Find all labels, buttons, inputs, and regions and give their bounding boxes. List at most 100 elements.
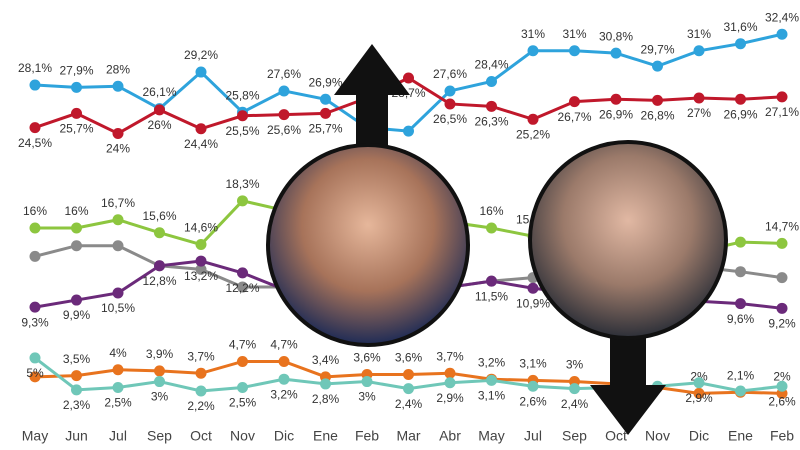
data-label: 29,2%	[184, 48, 218, 62]
data-label: 25,5%	[225, 124, 259, 138]
data-point	[403, 383, 414, 395]
overlay	[266, 44, 728, 435]
data-label: 26,8%	[640, 109, 674, 123]
data-point	[361, 376, 373, 388]
data-label: 3,9%	[146, 347, 174, 361]
data-label: 25,7%	[308, 122, 342, 136]
data-label: 16%	[64, 204, 88, 218]
data-point	[237, 281, 248, 293]
x-tick-label: Nov	[645, 428, 670, 444]
data-label: 5%	[26, 366, 44, 380]
data-label: 4,7%	[229, 338, 257, 352]
data-point	[237, 355, 248, 367]
data-point	[652, 60, 663, 72]
data-point	[154, 376, 165, 388]
data-point	[444, 98, 456, 110]
data-point	[154, 104, 165, 116]
data-label: 9,9%	[63, 308, 91, 322]
data-label: 12,2%	[225, 281, 259, 295]
data-label: 26,5%	[433, 112, 467, 126]
data-label: 27,1%	[765, 105, 799, 119]
data-label: 15,6%	[142, 209, 176, 223]
data-point	[693, 377, 705, 389]
data-point	[154, 365, 165, 377]
data-label: 31,6%	[723, 20, 757, 34]
data-point	[195, 66, 207, 78]
data-label: 3,6%	[395, 351, 423, 365]
data-label: 14,7%	[765, 220, 799, 234]
data-point	[610, 47, 622, 59]
data-label: 28,4%	[474, 58, 508, 72]
data-label: 25,8%	[225, 88, 259, 102]
data-label: 3,7%	[436, 349, 464, 363]
data-point	[776, 28, 788, 40]
photo-left	[266, 143, 470, 347]
data-label: 25,7%	[59, 122, 93, 136]
data-point	[444, 377, 456, 389]
data-point	[237, 195, 248, 207]
data-label: 31%	[521, 27, 545, 41]
data-point	[71, 384, 82, 396]
data-label: 31%	[687, 27, 711, 41]
data-label: 11,5%	[475, 289, 508, 303]
data-point	[71, 81, 82, 93]
data-point	[403, 125, 414, 137]
x-tick-label: Feb	[770, 428, 794, 444]
x-tick-label: Dic	[689, 428, 709, 444]
data-label: 3,2%	[478, 355, 506, 369]
data-point	[29, 122, 41, 134]
data-label: 24%	[106, 142, 130, 156]
data-point	[569, 383, 580, 395]
x-tick-label: Feb	[355, 428, 379, 444]
x-tick-label: Jun	[65, 428, 88, 444]
data-label: 25,6%	[267, 123, 301, 137]
data-point	[735, 236, 746, 248]
data-point	[195, 123, 207, 135]
x-tick-label: Dic	[274, 428, 294, 444]
data-label: 27%	[687, 106, 711, 120]
data-point	[71, 222, 82, 234]
data-point	[29, 222, 41, 234]
data-label: 2,9%	[436, 391, 464, 405]
data-label: 25,2%	[516, 127, 550, 141]
data-point	[278, 373, 290, 385]
data-point	[403, 368, 414, 380]
data-point	[652, 94, 663, 106]
data-label: 16%	[479, 204, 503, 218]
data-point	[195, 255, 207, 267]
data-point	[486, 275, 497, 287]
data-label: 27,9%	[59, 64, 93, 78]
data-label: 16,7%	[101, 196, 135, 210]
data-label: 3,7%	[187, 349, 215, 363]
data-label: 27,6%	[433, 67, 467, 81]
data-label: 3%	[151, 390, 169, 404]
data-label: 9,3%	[21, 315, 49, 329]
data-label: 3,2%	[270, 387, 298, 401]
data-point	[486, 374, 497, 386]
data-label: 2,2%	[187, 399, 215, 413]
x-tick-label: Oct	[190, 428, 212, 444]
data-label: 2,6%	[768, 394, 796, 408]
data-point	[71, 107, 82, 119]
x-tick-label: Jul	[109, 428, 127, 444]
arrow-up	[334, 44, 410, 150]
data-label: 9,6%	[727, 312, 755, 326]
data-label: 3,5%	[63, 352, 91, 366]
data-point	[776, 302, 788, 314]
data-label: 24,5%	[18, 136, 52, 150]
data-label: 13,2%	[184, 269, 218, 283]
x-tick-label: Ene	[313, 428, 338, 444]
x-tick-label: May	[22, 428, 48, 444]
x-tick-label: Oct	[605, 428, 627, 444]
data-point	[237, 381, 248, 393]
data-label: 26%	[147, 118, 171, 132]
data-point	[486, 100, 497, 112]
data-label: 2,8%	[312, 392, 340, 406]
data-point	[776, 91, 788, 103]
data-point	[735, 93, 746, 105]
data-label: 26,7%	[557, 110, 591, 124]
data-point	[195, 367, 207, 379]
arrow-down	[590, 330, 666, 435]
data-label: 2,9%	[685, 391, 713, 405]
